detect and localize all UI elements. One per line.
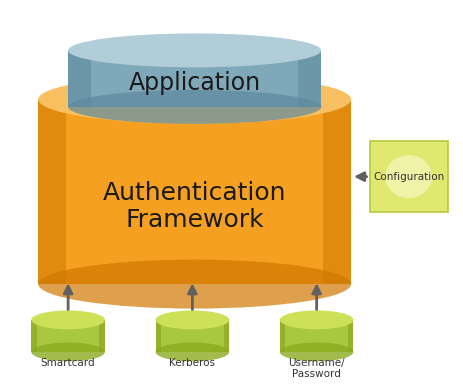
FancyBboxPatch shape (369, 141, 448, 213)
Ellipse shape (156, 343, 229, 362)
Ellipse shape (68, 33, 321, 67)
Polygon shape (68, 50, 91, 107)
Ellipse shape (38, 75, 351, 124)
Ellipse shape (68, 90, 321, 124)
Ellipse shape (31, 343, 105, 362)
Ellipse shape (156, 310, 229, 329)
Ellipse shape (280, 310, 353, 329)
Ellipse shape (385, 155, 432, 198)
Text: Authentication
Framework: Authentication Framework (103, 181, 287, 233)
Text: Configuration: Configuration (373, 172, 444, 182)
Polygon shape (348, 320, 353, 352)
Polygon shape (31, 320, 105, 352)
Polygon shape (68, 50, 321, 107)
Text: Username/
Password: Username/ Password (288, 358, 345, 379)
Polygon shape (156, 320, 229, 352)
Polygon shape (31, 320, 37, 352)
Polygon shape (280, 320, 285, 352)
Text: Application: Application (129, 71, 261, 95)
Text: Smartcard: Smartcard (41, 358, 95, 368)
Polygon shape (299, 50, 321, 107)
Ellipse shape (31, 310, 105, 329)
Polygon shape (156, 320, 161, 352)
Polygon shape (38, 99, 66, 284)
Polygon shape (280, 320, 353, 352)
Text: Kerberos: Kerberos (169, 358, 215, 368)
Polygon shape (38, 99, 351, 284)
Polygon shape (100, 320, 105, 352)
Polygon shape (323, 99, 351, 284)
Ellipse shape (38, 259, 351, 309)
Polygon shape (224, 320, 229, 352)
Ellipse shape (280, 343, 353, 362)
